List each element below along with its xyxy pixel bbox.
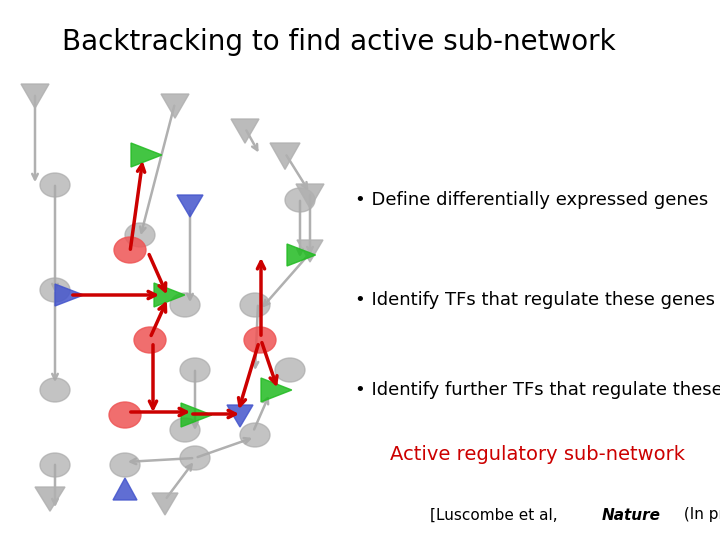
Polygon shape <box>297 240 323 262</box>
Polygon shape <box>227 405 253 427</box>
Text: • Define differentially expressed genes: • Define differentially expressed genes <box>355 191 708 209</box>
Polygon shape <box>181 403 212 427</box>
Ellipse shape <box>40 378 70 402</box>
Polygon shape <box>296 184 324 208</box>
Polygon shape <box>270 143 300 170</box>
Polygon shape <box>55 284 84 306</box>
Ellipse shape <box>114 237 146 263</box>
Ellipse shape <box>180 446 210 470</box>
Polygon shape <box>131 143 162 167</box>
Text: • Identify TFs that regulate these genes: • Identify TFs that regulate these genes <box>355 291 715 309</box>
Text: Backtracking to find active sub-network: Backtracking to find active sub-network <box>62 28 615 56</box>
Ellipse shape <box>134 327 166 353</box>
Ellipse shape <box>180 358 210 382</box>
Polygon shape <box>161 94 189 118</box>
Polygon shape <box>35 487 65 511</box>
Polygon shape <box>21 84 49 108</box>
Ellipse shape <box>170 293 200 317</box>
Text: (In press)]: (In press)] <box>679 508 720 523</box>
Polygon shape <box>152 493 178 515</box>
Polygon shape <box>177 195 203 217</box>
Ellipse shape <box>285 188 315 212</box>
Ellipse shape <box>40 278 70 302</box>
Polygon shape <box>231 119 259 143</box>
Text: Active regulatory sub-network: Active regulatory sub-network <box>390 446 685 464</box>
Text: [Luscombe et al,: [Luscombe et al, <box>430 508 562 523</box>
Ellipse shape <box>240 423 270 447</box>
Ellipse shape <box>240 293 270 317</box>
Ellipse shape <box>244 327 276 353</box>
Ellipse shape <box>40 453 70 477</box>
Polygon shape <box>154 283 185 307</box>
Text: Nature: Nature <box>602 508 661 523</box>
Polygon shape <box>287 244 315 266</box>
Ellipse shape <box>275 358 305 382</box>
Polygon shape <box>113 478 137 500</box>
Polygon shape <box>261 378 292 402</box>
Ellipse shape <box>110 453 140 477</box>
Ellipse shape <box>109 402 141 428</box>
Text: • Identify further TFs that regulate these TFs: • Identify further TFs that regulate the… <box>355 381 720 399</box>
Ellipse shape <box>40 173 70 197</box>
Ellipse shape <box>125 223 155 247</box>
Ellipse shape <box>170 418 200 442</box>
